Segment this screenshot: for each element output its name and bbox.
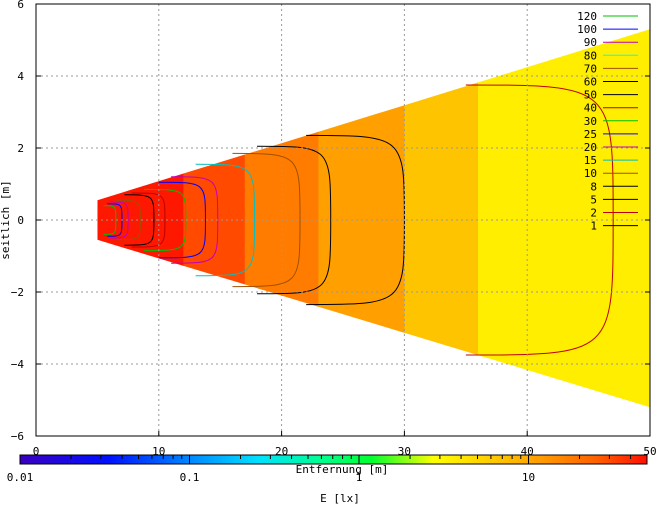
contour-25: [158, 181, 206, 259]
legend-label-120: 120: [577, 10, 597, 23]
y-tick-label: 6: [17, 0, 24, 11]
legend-label-50: 50: [584, 89, 597, 102]
contour-10: [232, 152, 301, 288]
contour-30: [144, 188, 187, 252]
colorbar-tick-label: 10: [522, 471, 535, 484]
legend-label-8: 8: [590, 180, 597, 193]
colorbar: [19, 454, 648, 465]
legend-label-20: 20: [584, 141, 597, 154]
legend-label-90: 90: [584, 36, 597, 49]
contour-120: [103, 205, 117, 235]
y-tick-label: 0: [17, 214, 24, 227]
x-tick-labels: 0 10 20 30 40 50: [33, 431, 657, 458]
legend-label-40: 40: [584, 102, 597, 115]
legend-label-5: 5: [590, 193, 597, 206]
legend-label-30: 30: [584, 115, 597, 128]
colorbar-tick-label: 0.01: [7, 471, 34, 484]
legend-label-15: 15: [584, 154, 597, 167]
y-tick-label: 2: [17, 142, 24, 155]
y-tick-label: −4: [11, 358, 25, 371]
legend-label-2: 2: [590, 207, 597, 220]
legend-label-10: 10: [584, 167, 597, 180]
y-tick-label: −6: [11, 430, 24, 443]
legend-label-25: 25: [584, 128, 597, 141]
legend-label-60: 60: [584, 76, 597, 89]
contour-2: [465, 84, 614, 356]
contour-40: [131, 192, 166, 248]
colorbar-tick-label: 0.1: [180, 471, 200, 484]
y-axis-label: seitlich [m]: [0, 180, 12, 259]
illuminance-band-6: [478, 29, 650, 408]
x-axis-label: Entfernung [m]: [296, 463, 389, 476]
contour-90: [109, 201, 129, 239]
legend-label-80: 80: [584, 49, 597, 62]
legend-label-1: 1: [590, 220, 597, 233]
y-tick-label: −2: [11, 286, 24, 299]
legend-label-100: 100: [577, 23, 597, 36]
contour-50: [124, 194, 155, 246]
grid-lines: [36, 4, 650, 436]
y-tick-label: 4: [17, 70, 24, 83]
colorbar-tick-label: 1: [356, 471, 363, 484]
x-tick-label: 0: [33, 445, 40, 458]
legend-label-70: 70: [584, 62, 597, 75]
contour-15: [195, 163, 256, 277]
colorbar-ticks: 0.01 0.1 1 10: [7, 455, 648, 484]
contour-70: [115, 199, 141, 241]
colorbar-label: E [lx]: [320, 492, 360, 505]
